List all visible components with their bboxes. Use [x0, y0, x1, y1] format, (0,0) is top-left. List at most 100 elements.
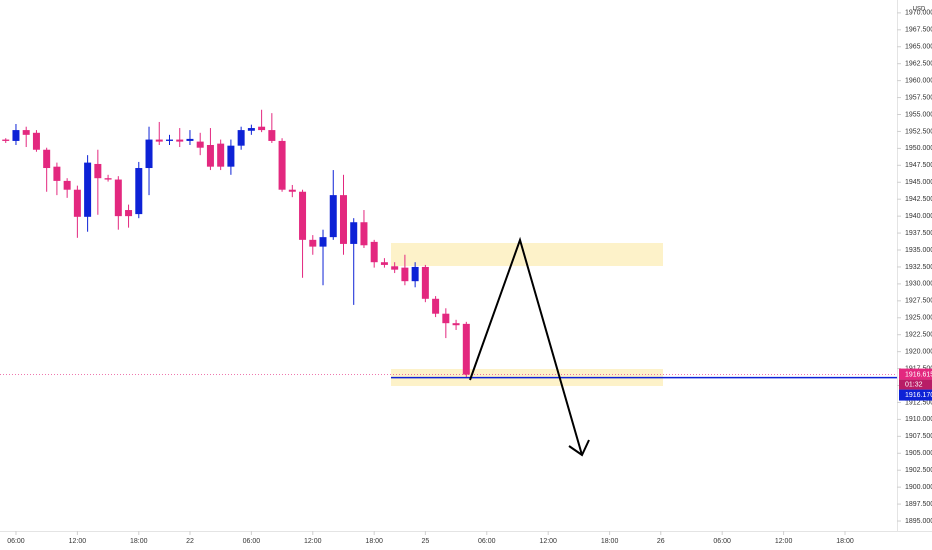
candle-body [278, 140, 286, 190]
candle-body [63, 180, 71, 190]
y-tick-label: 1955.000 [905, 111, 932, 118]
candle-body [370, 241, 378, 263]
currency-label: USD [913, 7, 926, 13]
y-tick-label: 1927.500 [905, 298, 932, 305]
candle-body [462, 323, 470, 375]
candle-body [104, 178, 112, 180]
line-price-box [899, 389, 932, 401]
candle-body [350, 222, 358, 244]
y-tick-label: 1962.500 [905, 61, 932, 68]
y-tick-label: 1947.500 [905, 162, 932, 169]
y-tick-label: 1952.500 [905, 128, 932, 135]
y-tick-label: 1937.500 [905, 230, 932, 237]
x-tick-label: 26 [657, 538, 665, 545]
candle-body [432, 298, 440, 314]
line-price-label: 1916.170 [905, 392, 932, 399]
x-tick-label: 06:00 [713, 538, 731, 545]
candle-body [145, 139, 153, 169]
last-price-box [899, 368, 932, 380]
y-tick-label: 1930.000 [905, 281, 932, 288]
candle-body [165, 139, 173, 141]
candle-body [196, 141, 204, 148]
candle-body [43, 149, 51, 169]
y-tick-label: 1970.000 [905, 10, 932, 17]
y-tick-label: 1935.000 [905, 247, 932, 254]
candle-body [125, 210, 133, 217]
y-tick-label: 1900.000 [905, 484, 932, 491]
candle-body [309, 239, 317, 247]
candle-body [442, 313, 450, 324]
y-tick-label: 1950.000 [905, 145, 932, 152]
candle-body [258, 126, 266, 131]
x-tick-label: 12:00 [775, 538, 793, 545]
x-tick-label: 12:00 [69, 538, 87, 545]
y-tick-label: 1897.500 [905, 501, 932, 508]
projection-arrow[interactable] [469, 236, 583, 456]
y-tick-label: 1940.000 [905, 213, 932, 220]
candle-body [135, 168, 143, 215]
x-tick-label: 25 [421, 538, 429, 545]
y-tick-label: 1965.000 [905, 44, 932, 51]
x-tick-label: 06:00 [243, 538, 261, 545]
candle-body [73, 189, 81, 217]
countdown-box [899, 379, 932, 390]
x-tick-label: 18:00 [130, 538, 148, 545]
candle-body [94, 163, 102, 179]
y-tick-label: 1912.500 [905, 399, 932, 406]
candle-body [206, 144, 214, 167]
candle-body [247, 128, 255, 131]
x-tick-label: 12:00 [304, 538, 322, 545]
candle-body [32, 132, 40, 150]
x-tick-label: 06:00 [478, 538, 496, 545]
candle-body [299, 191, 307, 240]
x-tick-label: 12:00 [539, 538, 557, 545]
candle-body [360, 222, 368, 246]
arrow-head[interactable] [568, 439, 590, 457]
x-tick-label: 06:00 [7, 538, 25, 545]
y-tick-label: 1945.000 [905, 179, 932, 186]
last-price-label: 1916.615 [905, 371, 932, 378]
x-tick-label: 18:00 [365, 538, 383, 545]
candle-body [114, 179, 122, 217]
candle-body [84, 162, 92, 217]
candle-body [268, 130, 276, 141]
candle-body [421, 266, 429, 299]
candle-body [186, 138, 194, 141]
candle-body [339, 195, 347, 244]
y-tick-label: 1907.500 [905, 433, 932, 440]
candle-body [217, 143, 225, 167]
y-tick-label: 1957.500 [905, 94, 932, 101]
x-tick-label: 18:00 [836, 538, 854, 545]
countdown-label: 01:32 [905, 381, 923, 388]
candle-body [2, 139, 10, 141]
candle-body [452, 323, 460, 326]
plot-layer: 1895.000 1897.500 1900.000 1902.500 1905.000… [0, 10, 932, 545]
y-tick-label: 1895.000 [905, 518, 932, 525]
y-tick-label: 1920.000 [905, 348, 932, 355]
candle-body [380, 262, 388, 265]
candle-body [237, 130, 245, 146]
y-tick-label: 1910.000 [905, 416, 932, 423]
supply-zone[interactable] [391, 243, 663, 266]
y-tick-label: 1925.000 [905, 315, 932, 322]
candle-body [391, 266, 399, 270]
y-tick-label: 1967.500 [905, 27, 932, 34]
x-tick-label: 18:00 [601, 538, 619, 545]
candle-body [227, 145, 235, 167]
candle-body [329, 195, 337, 238]
candle-body [411, 266, 419, 282]
y-tick-label: 1905.000 [905, 450, 932, 457]
candle-body [288, 189, 296, 192]
candle-body [319, 237, 327, 247]
candle-body [12, 130, 20, 141]
y-tick-label: 1902.500 [905, 467, 932, 474]
candle-body [401, 267, 409, 282]
candle-body [53, 166, 61, 181]
y-tick-label: 1922.500 [905, 332, 932, 339]
candle-body [155, 139, 163, 142]
y-tick-label: 1942.500 [905, 196, 932, 203]
x-tick-label: 22 [186, 538, 194, 545]
